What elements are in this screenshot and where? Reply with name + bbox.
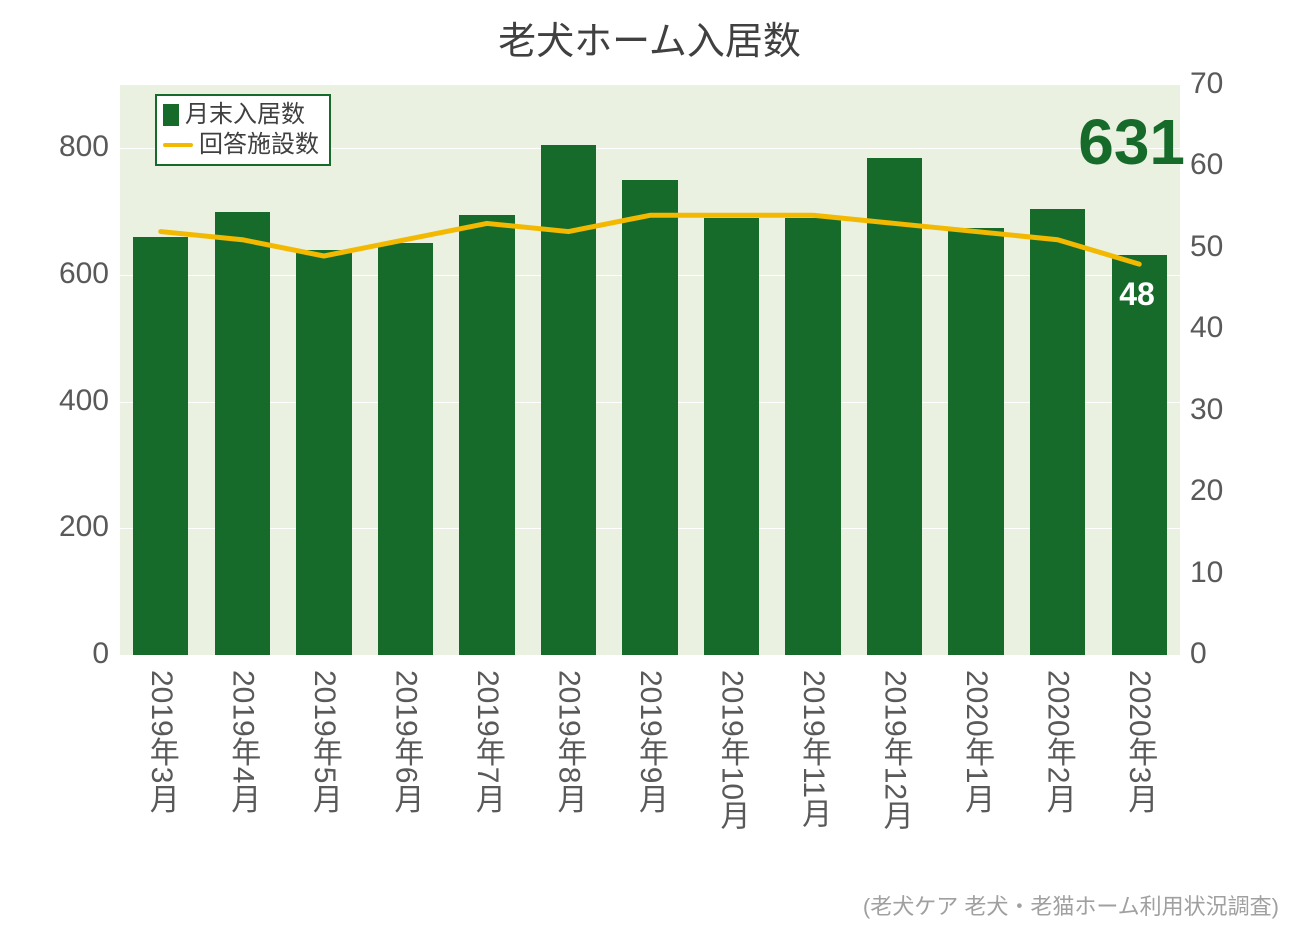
x-axis-labels: 2019年3月 2019年4月 2019年5月 2019年6月 2019年7月 2019年…: [120, 670, 1180, 900]
x-tick-label: 2019年4月: [220, 670, 264, 813]
y-left-tick-label: 600: [19, 257, 109, 291]
line-series: [120, 85, 1180, 655]
x-tick-label: 2019年12月: [873, 670, 917, 830]
y-right-tick-label: 30: [1190, 393, 1270, 427]
plot-area: 631 48: [120, 85, 1180, 655]
x-tick-label: 2019年11月: [791, 670, 835, 828]
highlight-big-value: 631: [1078, 105, 1185, 179]
x-tick-label: 2020年3月: [1117, 670, 1161, 813]
highlight-small-value: 48: [1119, 276, 1155, 313]
x-tick-label: 2020年2月: [1036, 670, 1080, 813]
x-tick-label: 2019年7月: [465, 670, 509, 813]
y-right-tick-label: 10: [1190, 556, 1270, 590]
x-tick-label: 2019年8月: [546, 670, 590, 813]
y-right-tick-label: 70: [1190, 67, 1270, 101]
y-right-tick-label: 60: [1190, 148, 1270, 182]
y-left-tick-label: 0: [19, 637, 109, 671]
legend-item-bar: 月末入居数: [163, 100, 319, 130]
y-right-tick-label: 20: [1190, 474, 1270, 508]
x-tick-label: 2019年10月: [710, 670, 754, 830]
source-note: (老犬ケア 老犬・老猫ホーム利用状況調査): [863, 889, 1279, 921]
y-right-tick-label: 0: [1190, 637, 1270, 671]
legend-item-line: 回答施設数: [163, 130, 319, 160]
y-left-tick-label: 200: [19, 510, 109, 544]
x-tick-label: 2019年6月: [383, 670, 427, 813]
chart-container: 老犬ホーム入居数 0 200 400 600 800 0 10 20 30 40 50 60 70 6…: [0, 0, 1299, 927]
x-tick-label: 2019年5月: [302, 670, 346, 813]
x-tick-label: 2020年1月: [954, 670, 998, 813]
y-right-tick-label: 50: [1190, 230, 1270, 264]
x-tick-label: 2019年9月: [628, 670, 672, 813]
y-right-tick-label: 40: [1190, 311, 1270, 345]
legend-swatch-bar: [163, 104, 179, 126]
legend-bar-label: 月末入居数: [185, 100, 305, 130]
chart-title: 老犬ホーム入居数: [0, 10, 1299, 65]
legend-swatch-line: [163, 143, 193, 147]
legend-line-label: 回答施設数: [199, 130, 319, 160]
y-left-tick-label: 800: [19, 130, 109, 164]
x-tick-label: 2019年3月: [139, 670, 183, 813]
legend: 月末入居数 回答施設数: [155, 94, 331, 166]
y-left-tick-label: 400: [19, 384, 109, 418]
